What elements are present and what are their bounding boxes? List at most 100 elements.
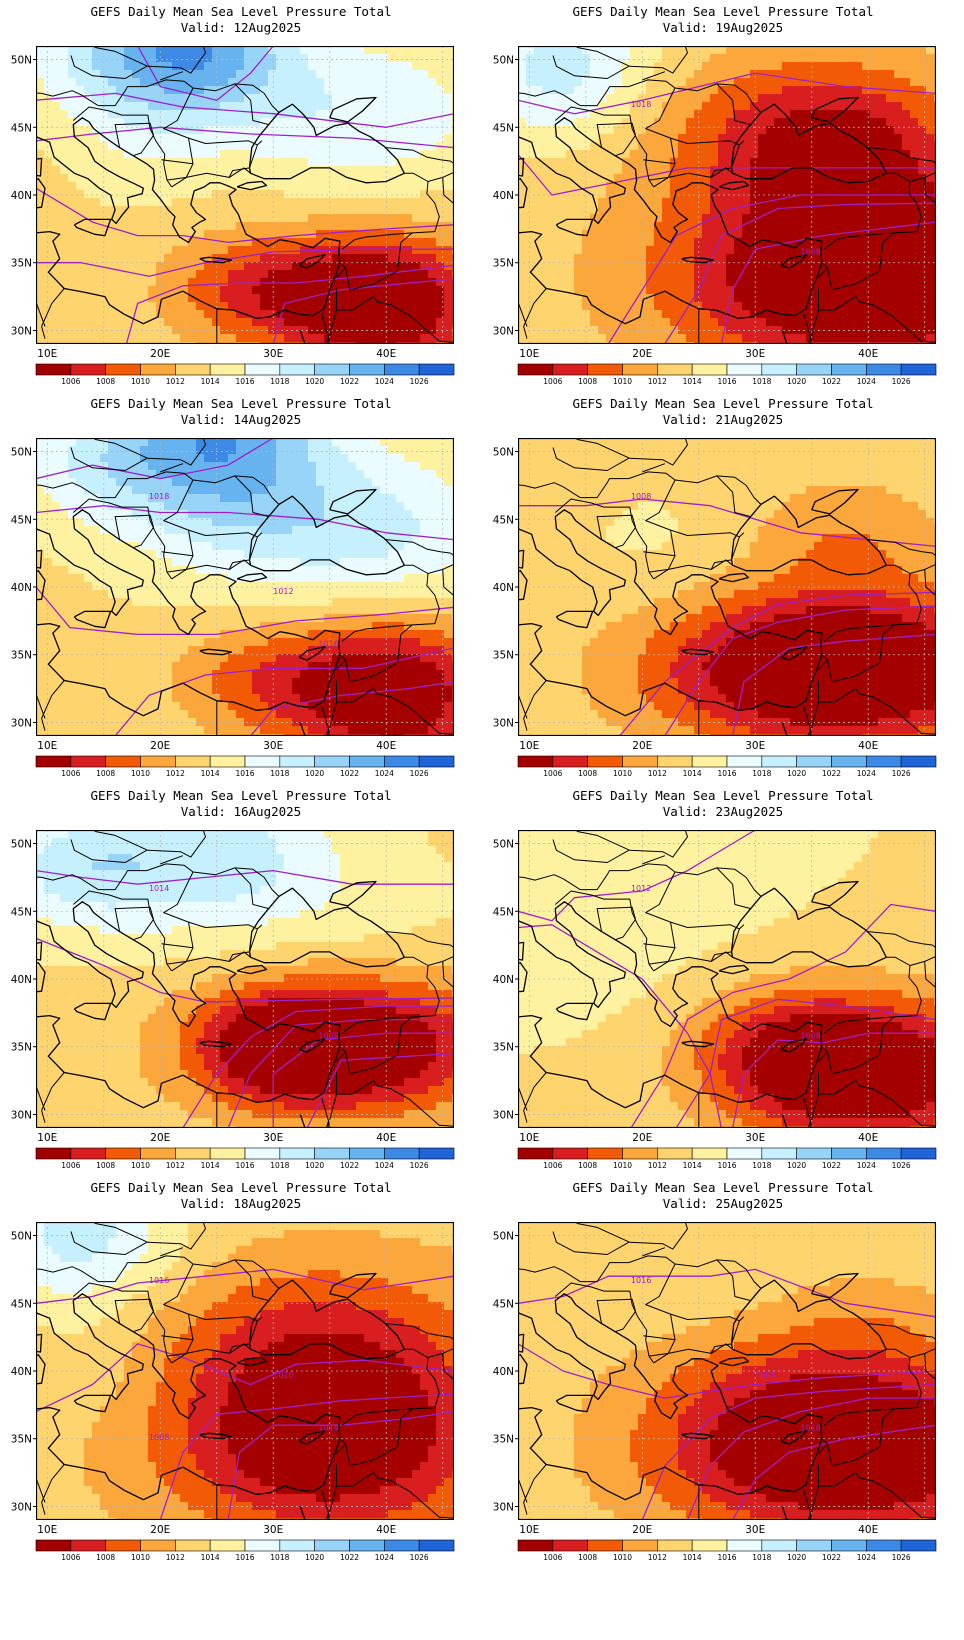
- lat-tick-label: 35N: [11, 258, 32, 270]
- colorbar-label: 1016: [235, 377, 254, 386]
- colorbar-swatch: [761, 1539, 797, 1552]
- country-border: [803, 314, 812, 338]
- colorbar-swatch: [349, 755, 385, 768]
- country-border: [554, 106, 655, 188]
- isobar-line: [518, 830, 756, 922]
- map-axes: 50N 45N 40N 35N 30N 10E 20E 30E 40E 1006 1008 1010 1…: [11, 839, 455, 1170]
- lon-tick-label: 30E: [263, 1524, 283, 1536]
- country-border: [171, 137, 258, 188]
- lat-tick-label: 40N: [493, 974, 514, 986]
- coastline: [807, 337, 812, 344]
- colorbar-label: 1010: [131, 377, 150, 386]
- coastline: [807, 1121, 812, 1128]
- country-border: [716, 83, 762, 113]
- borders: [518, 438, 936, 736]
- coastline: [199, 1432, 233, 1440]
- coastline: [36, 901, 341, 1109]
- country-border: [321, 314, 330, 338]
- colorbar-swatch: [175, 363, 211, 376]
- country-border: [72, 106, 173, 188]
- country-border: [321, 1098, 330, 1122]
- coastline: [298, 1037, 326, 1053]
- country-border: [161, 943, 194, 965]
- coastline: [718, 572, 750, 583]
- colorbar-swatch: [209, 1539, 246, 1552]
- coastline: [807, 1513, 812, 1520]
- map-panel: GEFS Daily Mean Sea Level Pressure Total…: [0, 0, 482, 410]
- coastlines: [518, 96, 887, 344]
- colorbar-swatch: [140, 1147, 176, 1160]
- lat-tick-label: 45N: [11, 122, 32, 134]
- country-border: [41, 1464, 65, 1515]
- colorbar-label: 1012: [166, 1161, 185, 1170]
- colorbar-label: 1026: [410, 1553, 429, 1562]
- country-border: [552, 839, 629, 863]
- colorbar-swatch: [209, 1147, 246, 1160]
- panel-title: GEFS Daily Mean Sea Level Pressure Total: [572, 1180, 874, 1195]
- colorbar-label: 1018: [270, 1161, 289, 1170]
- colorbar-swatch: [866, 1147, 902, 1160]
- coastline: [73, 218, 112, 237]
- lat-tick-label: 30N: [11, 717, 32, 729]
- colorbar-swatch: [314, 363, 350, 376]
- borders: [36, 830, 454, 1128]
- colorbar-label: 1020: [787, 1553, 806, 1562]
- contour-label: 1010: [800, 1424, 820, 1433]
- colorbar-label: 1014: [683, 769, 702, 778]
- lon-tick-label: 20E: [632, 1132, 652, 1144]
- colorbar-swatch: [900, 1147, 937, 1160]
- isobars: [518, 72, 936, 344]
- colorbar-label: 1012: [648, 769, 667, 778]
- colorbar-swatch: [691, 1147, 728, 1160]
- country-border: [171, 921, 258, 972]
- coastline: [299, 722, 306, 736]
- isobar-line: [36, 1343, 454, 1413]
- coastline: [730, 103, 887, 184]
- country-border: [341, 956, 440, 1034]
- contour-label: 1014: [149, 884, 169, 893]
- isobar-line: [272, 278, 454, 344]
- colorbar-label: 1018: [752, 1161, 771, 1170]
- colorbar-label: 1024: [375, 1161, 394, 1170]
- coastline: [718, 180, 750, 191]
- colorbar-swatch: [418, 363, 455, 376]
- colorbar-swatch: [70, 363, 106, 376]
- contour-label: 1016: [149, 1276, 169, 1285]
- country-border: [114, 122, 154, 157]
- country-border: [114, 906, 154, 941]
- colorbar-label: 1024: [857, 377, 876, 386]
- isobar-line: [641, 1383, 936, 1520]
- lat-tick-label: 30N: [11, 1501, 32, 1513]
- lat-tick-label: 50N: [493, 1231, 514, 1243]
- coastline: [781, 330, 788, 344]
- colorbar-swatch: [384, 755, 420, 768]
- colorbar-swatch: [349, 1147, 385, 1160]
- colorbar-swatch: [244, 1147, 281, 1160]
- colorbar-swatch: [517, 363, 554, 376]
- lat-tick-label: 40N: [493, 582, 514, 594]
- country-border: [653, 921, 740, 972]
- coastline: [236, 572, 268, 583]
- country-border: [827, 1408, 895, 1467]
- country-border: [336, 1472, 454, 1519]
- colorbar-swatch: [622, 1539, 658, 1552]
- country-border: [257, 924, 263, 930]
- lat-tick-label: 40N: [11, 190, 32, 202]
- colorbar-label: 1008: [578, 769, 597, 778]
- country-border: [642, 1247, 666, 1257]
- coastline: [807, 729, 812, 736]
- lon-tick-label: 30E: [745, 348, 765, 360]
- coastline: [36, 157, 43, 177]
- coastline: [329, 880, 377, 907]
- borders: [518, 1222, 936, 1520]
- panel-valid-date: Valid: 19Aug2025: [662, 20, 784, 35]
- country-border: [827, 232, 895, 291]
- isobar-line: [607, 194, 936, 344]
- colorbar-label: 1026: [410, 377, 429, 386]
- isobars: [518, 830, 936, 1128]
- lon-tick-label: 30E: [745, 740, 765, 752]
- country-border: [710, 951, 733, 962]
- colorbar-label: 1020: [305, 1553, 324, 1562]
- country-border: [518, 693, 528, 719]
- country-border: [321, 706, 330, 730]
